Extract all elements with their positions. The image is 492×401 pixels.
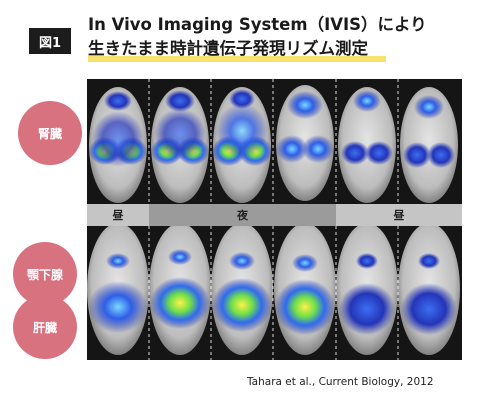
- organ-label-kidney: 腎臓: [18, 101, 82, 165]
- title-line-2: 生きたまま時計遺伝子発現リズム測定: [88, 39, 369, 58]
- mouse-bioluminescence-image: [87, 79, 460, 360]
- citation-credit: Tahara et al., Current Biology, 2012: [247, 376, 434, 388]
- time-band-day-1: 昼: [87, 204, 149, 226]
- time-band-day-2: 昼: [336, 204, 462, 226]
- organ-label-liver: 肝臓: [13, 295, 77, 359]
- time-band-night: 夜: [237, 209, 248, 222]
- time-band: 昼 夜 昼: [87, 204, 462, 226]
- title-line-1: In Vivo Imaging System（IVIS）により: [88, 15, 427, 34]
- figure-badge: 図1: [29, 28, 71, 54]
- title-highlight: [88, 56, 386, 62]
- imaging-photo-panel: 昼 夜 昼: [87, 79, 462, 360]
